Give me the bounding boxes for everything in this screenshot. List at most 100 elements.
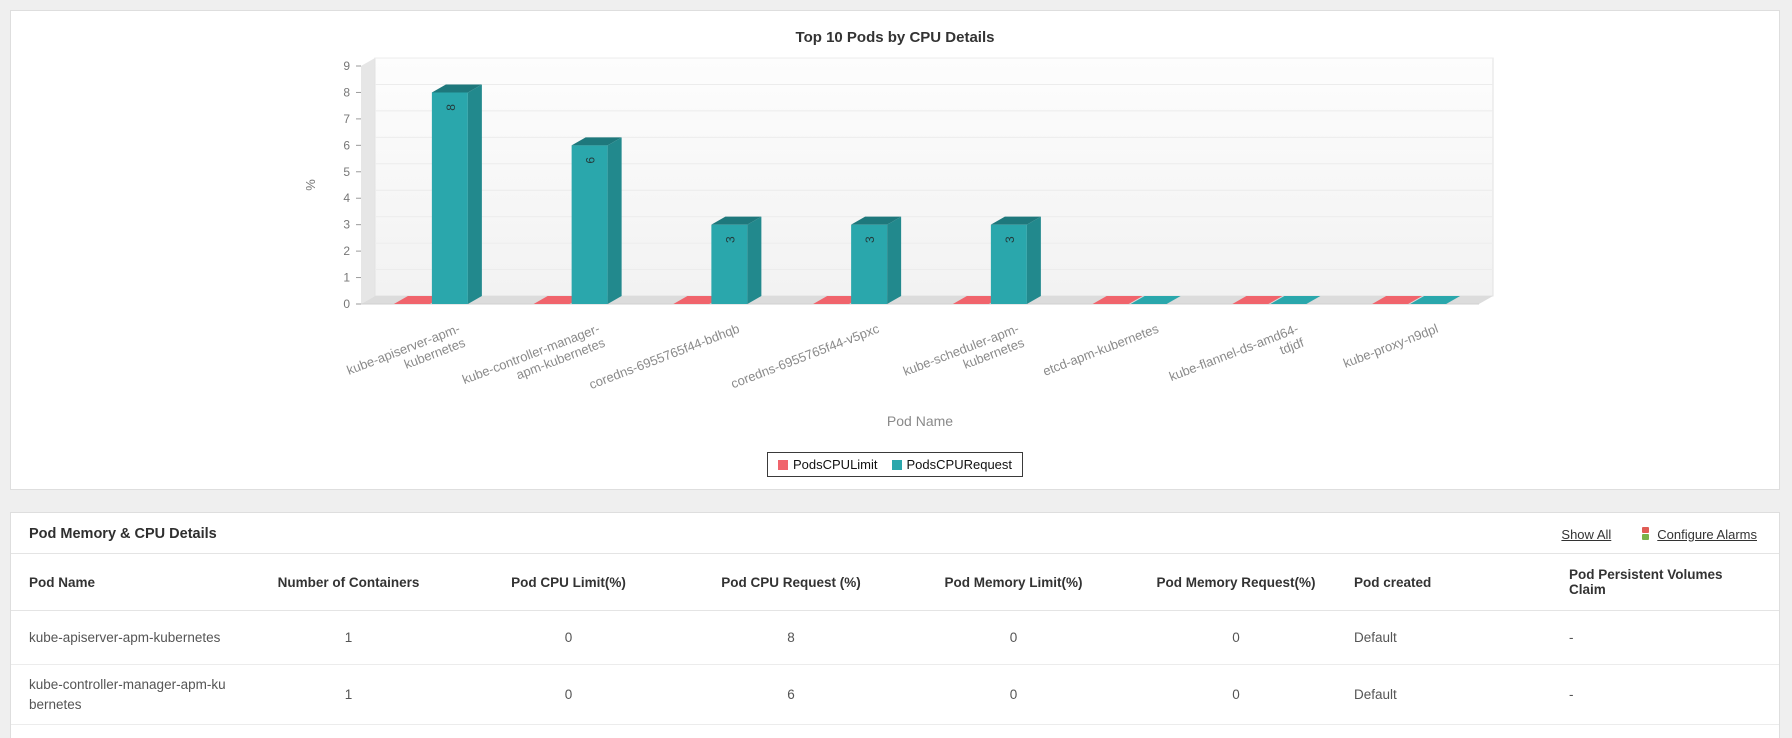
chart-bar-top[interactable] xyxy=(990,216,1041,225)
table-cell: 0 xyxy=(901,610,1126,665)
table-panel-title: Pod Memory & CPU Details xyxy=(29,526,217,542)
bar-value-label: 8 xyxy=(444,104,458,111)
configure-alarms-icon xyxy=(1639,527,1652,541)
column-header: Pod Memory Limit(%) xyxy=(901,554,1126,611)
chart-bar-flat[interactable] xyxy=(533,296,584,304)
table-cell: 8 xyxy=(681,610,901,665)
x-axis-title: Pod Name xyxy=(887,413,953,429)
y-tick-label: 7 xyxy=(343,112,350,126)
bar-value-label: 3 xyxy=(1003,236,1017,243)
table-cell: kube-apiserver-apm-kubernetes xyxy=(11,610,241,665)
pod-name-value: kube-apiserver-apm-kubernetes xyxy=(29,629,221,645)
y-tick-label: 0 xyxy=(343,297,350,311)
column-header: Pod Memory Request(%) xyxy=(1126,554,1346,611)
x-category-label: etcd-apm-kubernetes xyxy=(1041,321,1162,379)
chart-left-wall xyxy=(361,58,375,304)
chart-back-wall xyxy=(374,57,1494,297)
table-cell: 0 xyxy=(456,610,681,665)
legend-swatch xyxy=(777,459,788,470)
chart-bar[interactable] xyxy=(711,224,748,304)
chart-bar-flat[interactable] xyxy=(1372,296,1423,304)
table-cell: - xyxy=(1561,664,1779,726)
chart-legend-box: PodsCPULimit PodsCPURequest xyxy=(766,452,1024,477)
table-cell: Default xyxy=(1346,664,1561,726)
legend-item[interactable]: PodsCPURequest xyxy=(891,457,1013,472)
legend-label: PodsCPULimit xyxy=(792,457,878,472)
table-cell: 1 xyxy=(241,610,456,665)
chart-bar-flat[interactable] xyxy=(1270,296,1321,304)
chart-bar-flat[interactable] xyxy=(813,296,864,304)
table-cell: kube-controller-manager-apm-kubernetes xyxy=(11,664,241,726)
column-header: Pod Persistent Volumes Claim xyxy=(1561,554,1779,611)
x-category-label: kube-proxy-n9dpl xyxy=(1341,321,1440,371)
chart-floor xyxy=(361,296,1493,304)
chart-bar-flat[interactable] xyxy=(1410,296,1461,304)
table-cell: 1 xyxy=(241,664,456,726)
pod-details-panel: Pod Memory & CPU Details Show All Config… xyxy=(10,512,1780,738)
legend-label: PodsCPURequest xyxy=(906,457,1013,472)
chart-legend: PodsCPULimit PodsCPURequest xyxy=(11,452,1779,477)
pod-name-value: kube-controller-manager-apm-kubernetes xyxy=(29,677,226,712)
chart-bar-flat[interactable] xyxy=(952,296,1003,304)
table-cell: 0 xyxy=(901,664,1126,726)
chart-bar-flat[interactable] xyxy=(1130,296,1181,304)
column-header: Pod Name xyxy=(11,554,241,611)
pod-details-header: Pod Memory & CPU Details Show All Config… xyxy=(11,513,1779,554)
chart-bar-top[interactable] xyxy=(571,137,622,146)
show-all-link[interactable]: Show All xyxy=(1561,526,1612,542)
y-tick-label: 9 xyxy=(343,59,350,73)
legend-swatch xyxy=(891,459,902,470)
chart-bar-top[interactable] xyxy=(431,84,482,93)
y-tick-label: 1 xyxy=(343,271,350,285)
cpu-chart-panel: Top 10 Pods by CPU Details 0 1 2 3 4 5 6 7 8 9 8 ku… xyxy=(10,10,1780,490)
chart-bar-side[interactable] xyxy=(887,216,902,304)
x-category-label: kube-controller-manager-apm-kubernetes xyxy=(460,321,607,401)
x-category-label: coredns-6955765f44-bdhqb xyxy=(587,321,742,392)
chart-bar-side[interactable] xyxy=(1026,216,1041,304)
chart-bar[interactable] xyxy=(571,145,608,304)
chart-bar-flat[interactable] xyxy=(1092,296,1143,304)
bar-value-label: 6 xyxy=(584,157,598,164)
chart-bar-side[interactable] xyxy=(747,216,762,304)
chart-bar-side[interactable] xyxy=(607,137,622,304)
column-header: Number of Containers xyxy=(241,554,456,611)
y-tick-label: 5 xyxy=(343,165,350,179)
legend-item[interactable]: PodsCPULimit xyxy=(777,457,878,472)
chart-bar-flat[interactable] xyxy=(673,296,724,304)
y-tick-label: 6 xyxy=(343,138,350,152)
table-row: kube-controller-manager-apm-kubernetes 1 0… xyxy=(11,664,1779,726)
table-cell: Default xyxy=(1346,610,1561,665)
bar-value-label: 3 xyxy=(863,236,877,243)
chart-bar-side[interactable] xyxy=(467,84,482,304)
y-tick-label: 4 xyxy=(343,191,350,205)
table-cell: 0 xyxy=(1126,610,1346,665)
x-category-label: kube-scheduler-apm-kubernetes xyxy=(901,321,1027,393)
column-header: Pod created xyxy=(1346,554,1561,611)
configure-alarms-link[interactable]: Configure Alarms xyxy=(1657,526,1757,542)
x-category-label: coredns-6955765f44-v5pxc xyxy=(729,321,882,392)
chart-bar[interactable] xyxy=(431,92,468,304)
chart-bar[interactable] xyxy=(990,224,1027,304)
pod-details-table: Pod Name Number of Containers Pod CPU Limi… xyxy=(11,554,1779,726)
y-axis-title: % xyxy=(303,179,318,191)
table-cell: 6 xyxy=(681,664,901,726)
x-category-label: kube-flannel-ds-amd64-tdjdf xyxy=(1167,321,1306,398)
y-tick-label: 8 xyxy=(343,85,350,99)
column-header: Pod CPU Limit(%) xyxy=(456,554,681,611)
chart-bar-flat[interactable] xyxy=(1232,296,1283,304)
chart-bar-top[interactable] xyxy=(711,216,762,225)
y-tick-label: 2 xyxy=(343,244,350,258)
cpu-bar-chart: 0 1 2 3 4 5 6 7 8 9 8 kube-apiserver-apm-kubernetes… xyxy=(303,57,1494,429)
chart-bar-flat[interactable] xyxy=(393,296,444,304)
bar-value-label: 3 xyxy=(723,236,737,243)
table-cell: 0 xyxy=(456,664,681,726)
column-header: Pod CPU Request (%) xyxy=(681,554,901,611)
table-cell: - xyxy=(1561,610,1779,665)
x-category-label: kube-apiserver-apm-kubernetes xyxy=(345,321,468,392)
y-tick-label: 3 xyxy=(343,218,350,232)
chart-bar-top[interactable] xyxy=(851,216,902,225)
chart-title: Top 10 Pods by CPU Details xyxy=(795,29,995,46)
table-row: kube-apiserver-apm-kubernetes 1 0 8 0 0 Defaul… xyxy=(11,610,1779,665)
chart-bar[interactable] xyxy=(851,224,888,304)
table-cell: 0 xyxy=(1126,664,1346,726)
